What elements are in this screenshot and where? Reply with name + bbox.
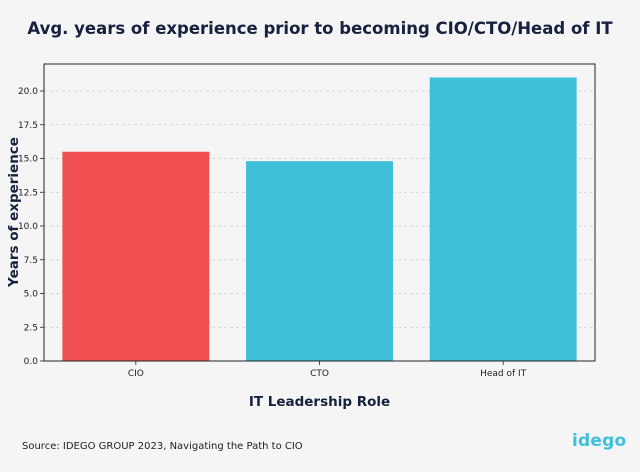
x-tick-label: Head of IT <box>480 369 527 379</box>
y-tick-label: 0.0 <box>24 357 39 367</box>
y-tick-label: 15.0 <box>18 155 38 165</box>
bars <box>62 77 577 361</box>
x-axis-label: IT Leadership Role <box>248 394 391 410</box>
x-tick-label: CTO <box>310 369 329 379</box>
source-note: Source: IDEGO GROUP 2023, Navigating the… <box>22 441 303 452</box>
bar-cio <box>62 151 210 361</box>
y-tick-label: 2.5 <box>24 323 38 333</box>
y-tick-label: 10.0 <box>18 222 38 232</box>
y-tick-label: 5.0 <box>24 290 39 300</box>
idego-logo: idego <box>572 431 627 451</box>
y-tick-label: 7.5 <box>24 256 38 266</box>
bar-head-of-it <box>429 77 577 361</box>
x-tick-label: CIO <box>128 369 144 379</box>
y-ticks: 0.0 2.5 5.0 7.5 10.0 12.5 15.0 17.5 20.0 <box>18 87 44 367</box>
chart-title: Avg. years of experience prior to becomi… <box>27 19 613 38</box>
x-ticks: CIO CTO Head of IT <box>128 361 527 379</box>
y-tick-label: 12.5 <box>18 188 38 198</box>
y-tick-label: 20.0 <box>18 87 38 97</box>
y-tick-label: 17.5 <box>18 121 38 131</box>
bar-cto <box>246 161 393 361</box>
